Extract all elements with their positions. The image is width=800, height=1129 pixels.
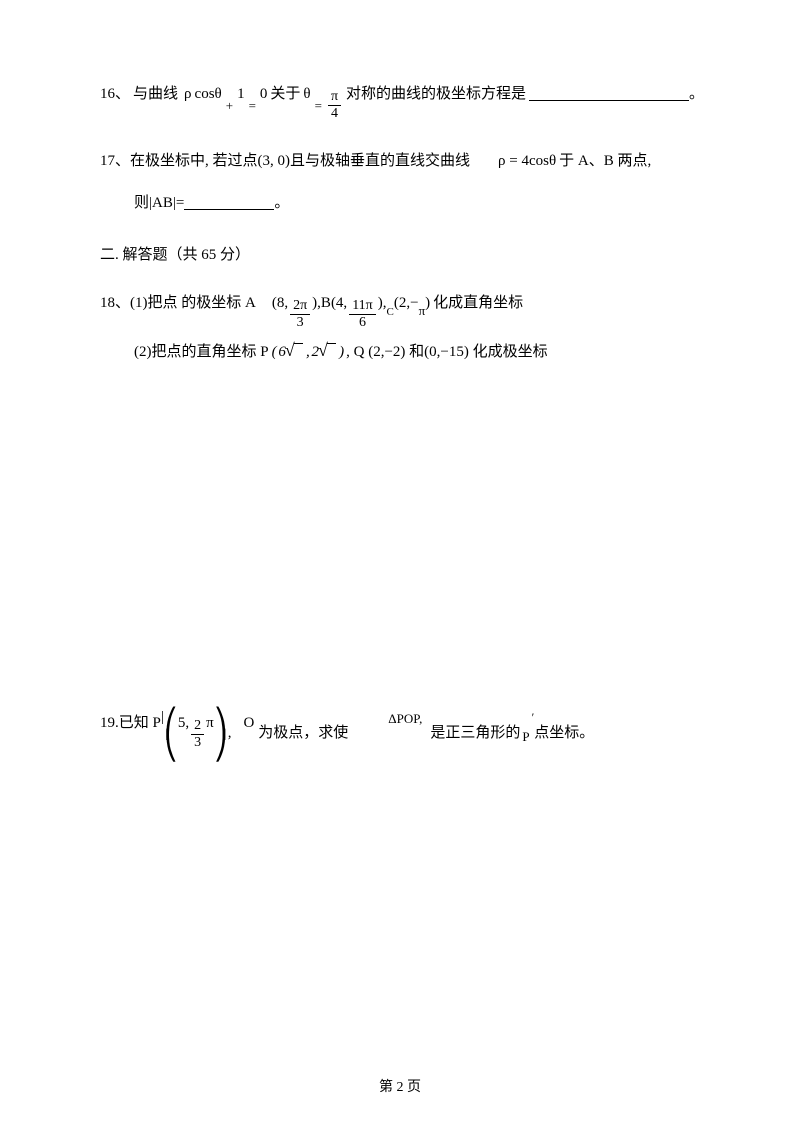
q18-part1: 18、 (1)把点 的极坐标 A (8, 2π 3 ), B (4, 11π 6…: [100, 291, 705, 330]
q18-p2-sep: , 2: [306, 344, 318, 360]
q18-C-close: ): [425, 291, 430, 315]
q17-ab: 则|AB|=: [134, 191, 184, 215]
q19-t5: 点坐标。: [534, 721, 594, 745]
q16-line1: 16、 与曲线 ρ cosθ + 1 = 0 关于 θ = π 4 对称的曲线的…: [100, 80, 705, 121]
q19-t1: 已知 P: [119, 711, 161, 735]
q19-line: 19. 已知 P | ⎛⎝ 5, 2 3 π ⎞⎠ , O 为极点，求使 ΔPO…: [100, 708, 705, 753]
q17-text2: 于 A、B 两点,: [559, 149, 651, 173]
q16-plus: +: [226, 96, 233, 117]
q16-frac-den: 4: [328, 106, 341, 122]
q18-p2-expr: ( 6√ , 2√ ): [272, 340, 344, 368]
q16-text1: 与曲线: [133, 82, 178, 106]
q19-frac-den: 3: [191, 735, 204, 751]
q17-line2: 则|AB|= 。: [134, 189, 705, 215]
q18-A-frac: 2π 3: [290, 298, 310, 332]
q16-one: 1: [237, 82, 245, 106]
q19-t4: 是正三角形的: [430, 721, 520, 745]
question-17: 17、 在极坐标中, 若过点(3, 0)且与极轴垂直的直线交曲线 ρ = 4co…: [100, 149, 705, 215]
q18-part2: (2)把点的直角坐标 P ( 6√ , 2√ ) , Q (2,−2) 和(0,…: [134, 340, 705, 368]
q16-frac-pi4: π 4: [328, 89, 341, 123]
q19-O: O: [243, 711, 254, 735]
q18-B-close: ),: [378, 291, 387, 315]
q19-t3: 为极点，求使: [258, 721, 348, 745]
question-16: 16、 与曲线 ρ cosθ + 1 = 0 关于 θ = π 4 对称的曲线的…: [100, 80, 705, 121]
q17-eq: ρ = 4cosθ: [498, 149, 556, 173]
question-19: 19. 已知 P | ⎛⎝ 5, 2 3 π ⎞⎠ , O 为极点，求使 ΔPO…: [100, 708, 705, 753]
q17-text1: 在极坐标中, 若过点(3, 0)且与极轴垂直的直线交曲线: [130, 149, 470, 173]
q17-end: 。: [274, 191, 289, 215]
q17-blank[interactable]: [184, 192, 274, 210]
q16-rho: ρ: [184, 82, 192, 106]
q18-B-frac: 11π 6: [349, 298, 376, 332]
q17-line1: 17、 在极坐标中, 若过点(3, 0)且与极轴垂直的直线交曲线 ρ = 4co…: [100, 149, 705, 173]
q16-zero: 0: [260, 82, 268, 106]
q19-comma: ,: [228, 721, 232, 745]
q16-frac-num: π: [328, 89, 341, 106]
surd-icon: √: [285, 341, 294, 359]
q19-number: 19.: [100, 711, 119, 735]
q18-sqrt1: √: [285, 341, 303, 368]
q18-rad1: [294, 343, 304, 368]
q19-frac: 2 3: [191, 718, 204, 752]
q18-A-open: (8,: [272, 291, 288, 315]
q19-tri: ΔPOP,: [388, 709, 422, 730]
q16-end: 。: [689, 82, 704, 106]
q18-p2-paren2: ): [339, 344, 343, 360]
q18-B: B: [321, 291, 331, 315]
q18-A-frac-num: 2π: [290, 298, 310, 315]
q18-p2a: (2)把点的直角坐标 P: [134, 340, 269, 364]
q18-p2b: , Q (2,−2) 和(0,−15) 化成极坐标: [346, 340, 547, 364]
q16-eq2: =: [315, 96, 322, 117]
section-2-header: 二. 解答题（共 65 分）: [100, 243, 705, 267]
q16-text2: 关于: [270, 82, 300, 106]
q18-C-open: (2,−: [394, 291, 419, 315]
q18-A-close: ),: [312, 291, 321, 315]
surd-icon: √: [318, 341, 327, 359]
q18-p1b: 化成直角坐标: [433, 291, 523, 315]
q18-p2-paren: ( 6: [272, 344, 285, 360]
q19-lparen: ⎛⎝: [164, 714, 178, 759]
q19-Pp-sub: P: [522, 727, 529, 748]
q19-frac-num: 2: [191, 718, 204, 735]
q17-number: 17、: [100, 149, 130, 173]
q16-cos: cosθ: [195, 82, 222, 106]
q16-eq1: =: [249, 96, 256, 117]
q18-A-frac-den: 3: [294, 315, 307, 331]
q16-theta: θ: [303, 82, 310, 106]
question-18: 18、 (1)把点 的极坐标 A (8, 2π 3 ), B (4, 11π 6…: [100, 291, 705, 368]
q19-rparen: ⎞⎠: [214, 714, 228, 759]
q16-blank[interactable]: [529, 83, 689, 101]
q18-C-pi: π: [419, 301, 426, 322]
q18-p1a: (1)把点 的极坐标 A: [130, 291, 256, 315]
q18-C-sub: C: [387, 304, 394, 322]
q19-Pa: 5,: [178, 711, 189, 735]
q16-text3: 对称的曲线的极坐标方程是: [346, 82, 526, 106]
q19-Ppi: π: [206, 711, 214, 735]
q18-B-frac-num: 11π: [349, 298, 376, 315]
page-number: 第 2 页: [0, 1077, 800, 1099]
q18-B-frac-den: 6: [356, 315, 369, 331]
q18-rad2: [327, 343, 337, 368]
q18-number: 18、: [100, 291, 130, 315]
q18-B-open: (4,: [331, 291, 347, 315]
q16-number: 16、: [100, 82, 130, 106]
q18-sqrt2: √: [318, 341, 336, 368]
